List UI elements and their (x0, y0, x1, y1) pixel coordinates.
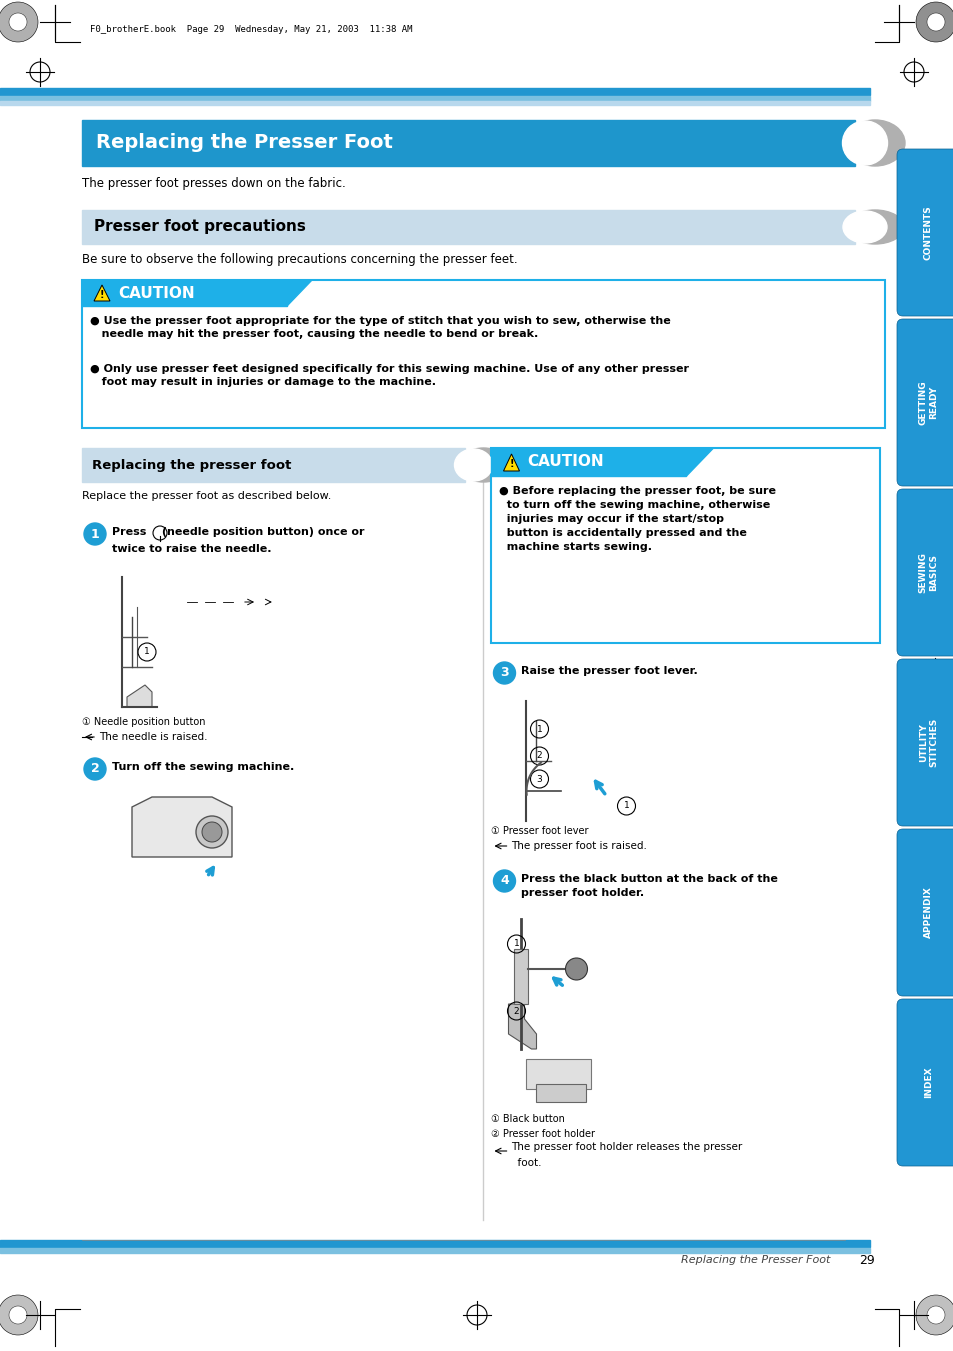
Text: Presser foot precautions: Presser foot precautions (94, 219, 306, 235)
Circle shape (915, 1, 953, 42)
Text: APPENDIX: APPENDIX (923, 886, 932, 939)
Text: Raise the presser foot lever.: Raise the presser foot lever. (521, 666, 698, 676)
Text: GETTING
READY: GETTING READY (918, 380, 937, 424)
Text: ● Use the presser foot appropriate for the type of stitch that you wish to sew, : ● Use the presser foot appropriate for t… (90, 316, 670, 339)
Text: ① Needle position button: ① Needle position button (82, 717, 205, 727)
Text: ● Before replacing the presser foot, be sure
  to turn off the sewing machine, o: ● Before replacing the presser foot, be … (499, 486, 776, 553)
Ellipse shape (454, 449, 492, 481)
Polygon shape (127, 685, 152, 707)
Bar (0, 88, 869, 95)
Text: 3: 3 (536, 774, 542, 784)
Text: Replacing the presser foot: Replacing the presser foot (91, 458, 291, 471)
Text: 4: 4 (499, 874, 508, 888)
Text: 3: 3 (499, 666, 508, 680)
Text: CAUTION: CAUTION (118, 285, 194, 300)
Text: ① Presser foot lever: ① Presser foot lever (491, 825, 588, 836)
Circle shape (0, 1296, 38, 1335)
Polygon shape (508, 1004, 536, 1048)
Bar (0, 101, 869, 105)
Bar (82, 209, 854, 245)
Polygon shape (94, 285, 110, 301)
Text: Replacing the Presser Foot: Replacing the Presser Foot (679, 1255, 829, 1265)
Text: CONTENTS: CONTENTS (923, 205, 932, 259)
Text: The presser foot holder releases the presser: The presser foot holder releases the pre… (511, 1142, 742, 1152)
Text: Replacing the Presser Foot: Replacing the Presser Foot (96, 134, 393, 153)
Ellipse shape (458, 449, 508, 482)
FancyBboxPatch shape (896, 149, 953, 316)
Circle shape (0, 1, 38, 42)
Text: UTILITY
STITCHES: UTILITY STITCHES (918, 717, 937, 767)
Text: ● Only use presser feet designed specifically for this sewing machine. Use of an: ● Only use presser feet designed specifi… (90, 363, 688, 388)
Ellipse shape (845, 209, 903, 245)
Circle shape (926, 14, 944, 31)
Circle shape (493, 870, 515, 892)
FancyBboxPatch shape (896, 659, 953, 825)
Text: 1: 1 (623, 801, 629, 811)
Text: !: ! (100, 290, 104, 300)
Text: !: ! (509, 459, 514, 469)
Text: ① Black button: ① Black button (491, 1115, 565, 1124)
Bar (0, 1248, 869, 1252)
Polygon shape (287, 280, 312, 305)
Polygon shape (503, 454, 519, 471)
Bar (82, 120, 854, 166)
Ellipse shape (844, 120, 904, 166)
FancyBboxPatch shape (896, 319, 953, 486)
Bar (82, 280, 287, 305)
Bar (491, 449, 686, 476)
Text: CAUTION: CAUTION (527, 454, 603, 470)
Text: The needle is raised.: The needle is raised. (99, 732, 208, 742)
Bar (491, 449, 879, 643)
Text: ② Presser foot holder: ② Presser foot holder (491, 1129, 595, 1139)
Circle shape (9, 1306, 27, 1324)
Text: 1: 1 (513, 939, 518, 948)
Text: 2: 2 (537, 751, 541, 761)
Circle shape (195, 816, 228, 848)
Text: Replace the presser foot as described below.: Replace the presser foot as described be… (82, 490, 331, 501)
Text: The presser foot is raised.: The presser foot is raised. (511, 842, 647, 851)
Circle shape (493, 662, 515, 684)
Text: Turn off the sewing machine.: Turn off the sewing machine. (112, 762, 294, 771)
Text: 1: 1 (91, 527, 99, 540)
Ellipse shape (842, 211, 886, 243)
Text: 1: 1 (144, 647, 150, 657)
Text: 2: 2 (513, 1006, 518, 1016)
Bar (82, 449, 465, 482)
Circle shape (202, 821, 222, 842)
Circle shape (926, 1306, 944, 1324)
Text: 29: 29 (859, 1254, 874, 1266)
Text: twice to raise the needle.: twice to raise the needle. (112, 544, 272, 554)
Polygon shape (132, 797, 232, 857)
Circle shape (84, 758, 106, 780)
FancyBboxPatch shape (896, 998, 953, 1166)
FancyBboxPatch shape (896, 830, 953, 996)
Text: F0_brotherE.book  Page 29  Wednesday, May 21, 2003  11:38 AM: F0_brotherE.book Page 29 Wednesday, May … (90, 26, 412, 35)
Circle shape (9, 14, 27, 31)
Text: 1: 1 (536, 724, 542, 734)
Polygon shape (686, 449, 713, 476)
Ellipse shape (841, 122, 886, 165)
Bar (0, 96, 869, 101)
Bar (536, 1084, 586, 1102)
Text: INDEX: INDEX (923, 1067, 932, 1098)
Circle shape (915, 1296, 953, 1335)
Text: Press the black button at the back of the
presser foot holder.: Press the black button at the back of th… (521, 874, 778, 898)
Text: The presser foot presses down on the fabric.: The presser foot presses down on the fab… (82, 177, 345, 190)
Text: Be sure to observe the following precautions concerning the presser feet.: Be sure to observe the following precaut… (82, 254, 517, 266)
Bar (514, 948, 528, 1004)
Text: Press    (needle position button) once or: Press (needle position button) once or (112, 527, 364, 536)
Bar (82, 280, 884, 428)
Circle shape (565, 958, 587, 979)
Bar (526, 1059, 591, 1089)
Circle shape (84, 523, 106, 544)
Text: SEWING
BASICS: SEWING BASICS (918, 553, 937, 593)
Text: foot.: foot. (511, 1158, 541, 1169)
FancyBboxPatch shape (896, 489, 953, 657)
Text: 2: 2 (91, 762, 99, 775)
Bar (0, 1240, 869, 1247)
